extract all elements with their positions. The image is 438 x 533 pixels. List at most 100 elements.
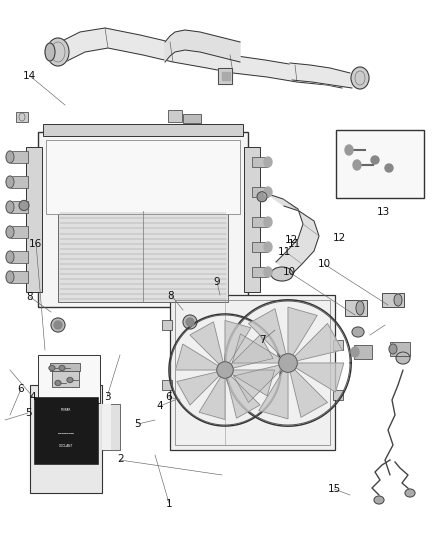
Bar <box>252 242 268 252</box>
Ellipse shape <box>45 43 55 61</box>
Polygon shape <box>165 30 240 62</box>
Text: 6: 6 <box>18 384 25 394</box>
Ellipse shape <box>352 327 364 337</box>
Bar <box>218 68 232 84</box>
Ellipse shape <box>6 251 14 263</box>
Ellipse shape <box>264 242 272 252</box>
Bar <box>252 217 268 227</box>
Bar <box>390 342 410 356</box>
Ellipse shape <box>264 217 272 227</box>
Bar <box>10 271 28 283</box>
Bar <box>16 112 28 122</box>
Ellipse shape <box>51 318 65 332</box>
Bar <box>30 385 102 493</box>
Polygon shape <box>231 335 273 368</box>
Polygon shape <box>295 324 342 361</box>
Polygon shape <box>177 372 219 405</box>
Ellipse shape <box>371 156 379 164</box>
Ellipse shape <box>264 187 272 197</box>
Bar <box>102 405 120 450</box>
Bar <box>58 211 228 302</box>
Text: 2: 2 <box>117 455 124 464</box>
Ellipse shape <box>49 366 55 370</box>
Bar <box>345 300 367 316</box>
Polygon shape <box>227 376 260 418</box>
Polygon shape <box>60 28 342 88</box>
Bar <box>354 345 372 359</box>
Text: 7: 7 <box>259 335 266 345</box>
Text: 8: 8 <box>26 293 33 302</box>
Text: 10: 10 <box>283 267 296 277</box>
Bar <box>43 124 243 136</box>
Polygon shape <box>288 307 317 355</box>
Text: 12: 12 <box>285 235 298 245</box>
Polygon shape <box>259 371 288 419</box>
Ellipse shape <box>59 366 65 370</box>
Ellipse shape <box>47 38 69 66</box>
Ellipse shape <box>6 271 14 283</box>
Polygon shape <box>232 334 280 363</box>
Text: 6: 6 <box>165 392 172 402</box>
Bar <box>10 151 28 163</box>
Ellipse shape <box>183 315 197 329</box>
Ellipse shape <box>351 347 359 357</box>
Text: 15: 15 <box>328 484 341 494</box>
Polygon shape <box>234 365 282 402</box>
Text: 14: 14 <box>23 71 36 81</box>
Ellipse shape <box>394 294 402 306</box>
Ellipse shape <box>374 496 384 504</box>
Polygon shape <box>248 309 286 357</box>
Bar <box>26 147 42 292</box>
Bar <box>34 397 98 464</box>
Ellipse shape <box>356 301 364 315</box>
Polygon shape <box>232 370 275 396</box>
Ellipse shape <box>345 145 353 155</box>
Ellipse shape <box>67 377 73 383</box>
Text: 13: 13 <box>377 207 390 217</box>
Text: 10: 10 <box>318 259 331 269</box>
Bar <box>333 340 343 350</box>
Text: COOLANT: COOLANT <box>59 444 73 448</box>
Text: MOPAR: MOPAR <box>61 408 71 412</box>
Polygon shape <box>225 320 251 363</box>
Ellipse shape <box>385 164 393 172</box>
Polygon shape <box>290 369 328 417</box>
Bar <box>38 132 248 307</box>
Ellipse shape <box>405 489 415 497</box>
Bar <box>10 176 28 188</box>
Ellipse shape <box>389 344 397 354</box>
Text: ─────────: ───────── <box>58 432 74 436</box>
Bar <box>162 380 172 390</box>
Text: 11: 11 <box>288 239 301 249</box>
Text: 9: 9 <box>213 278 220 287</box>
Polygon shape <box>296 363 344 392</box>
Bar <box>170 295 335 450</box>
Polygon shape <box>190 322 223 364</box>
Bar <box>10 226 28 238</box>
Bar <box>218 68 232 84</box>
Ellipse shape <box>54 321 62 329</box>
Bar <box>50 363 81 371</box>
Bar <box>38 355 100 403</box>
Ellipse shape <box>6 226 14 238</box>
Bar <box>252 157 268 167</box>
Bar <box>382 293 404 307</box>
Circle shape <box>217 362 233 378</box>
Bar <box>252 267 268 277</box>
Bar <box>175 300 330 445</box>
Text: 4: 4 <box>29 392 36 402</box>
Ellipse shape <box>6 151 14 163</box>
Text: 11: 11 <box>278 247 291 256</box>
Ellipse shape <box>271 267 293 281</box>
Ellipse shape <box>351 67 369 89</box>
Text: 16: 16 <box>29 239 42 248</box>
Bar <box>102 405 111 450</box>
Ellipse shape <box>186 318 194 326</box>
Ellipse shape <box>353 160 361 170</box>
Bar <box>10 251 28 263</box>
Bar <box>162 320 172 330</box>
Text: 4: 4 <box>156 401 163 411</box>
Bar <box>333 390 343 400</box>
Text: 12: 12 <box>333 233 346 243</box>
Bar <box>168 110 182 122</box>
